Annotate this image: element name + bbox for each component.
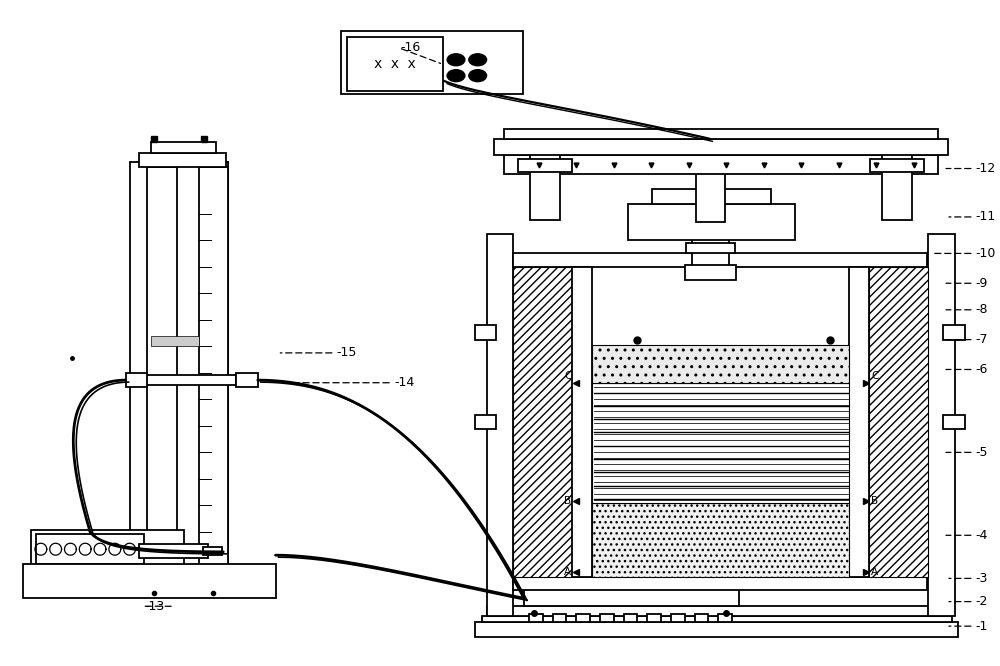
Text: A: A	[871, 567, 878, 577]
Bar	[686, 244, 735, 254]
Bar	[513, 254, 927, 266]
Bar	[592, 345, 849, 384]
Bar	[696, 172, 725, 222]
Bar	[647, 613, 661, 621]
Text: -14: -14	[394, 376, 414, 389]
Bar	[576, 613, 590, 621]
Bar	[652, 189, 706, 204]
Bar	[685, 265, 736, 280]
Text: -13: -13	[144, 600, 165, 613]
Text: -6: -6	[976, 363, 988, 376]
Bar	[695, 613, 708, 621]
Bar	[147, 167, 177, 578]
Text: B: B	[564, 496, 571, 505]
Bar	[494, 139, 948, 155]
Bar	[126, 373, 147, 388]
Bar	[553, 613, 566, 621]
Bar	[341, 31, 523, 95]
Bar	[137, 162, 216, 586]
Bar	[869, 266, 928, 577]
Bar	[504, 155, 938, 174]
Bar	[139, 153, 226, 167]
Bar	[692, 222, 729, 266]
Bar	[513, 577, 927, 590]
Bar	[716, 189, 771, 204]
Text: -9: -9	[976, 277, 988, 290]
Bar	[943, 325, 965, 340]
Bar	[475, 414, 496, 429]
Text: -1: -1	[976, 619, 988, 633]
Bar	[142, 376, 236, 385]
Bar	[487, 234, 513, 615]
Bar	[600, 613, 614, 621]
Bar	[23, 564, 276, 598]
Bar	[572, 266, 592, 577]
Text: -4: -4	[976, 529, 988, 541]
Bar	[203, 547, 222, 555]
Bar	[518, 159, 572, 172]
Text: -16: -16	[401, 41, 421, 55]
Text: -2: -2	[976, 595, 988, 608]
Bar	[31, 530, 184, 567]
Bar	[628, 204, 795, 240]
Bar	[592, 384, 849, 503]
Bar	[529, 613, 543, 621]
Text: -15: -15	[337, 346, 357, 360]
Bar	[130, 162, 228, 586]
Text: -7: -7	[976, 333, 988, 346]
Bar	[524, 580, 739, 605]
Bar	[36, 534, 144, 564]
Bar	[849, 266, 869, 577]
Bar	[139, 544, 208, 559]
Text: B: B	[871, 496, 878, 505]
Bar	[151, 336, 199, 346]
Bar	[943, 414, 965, 429]
Circle shape	[447, 70, 465, 82]
Bar	[139, 583, 226, 593]
Text: -11: -11	[976, 210, 996, 223]
Circle shape	[469, 70, 487, 82]
Text: A: A	[564, 567, 571, 577]
Text: x x x: x x x	[374, 57, 416, 71]
Text: -12: -12	[976, 162, 996, 175]
Bar	[216, 162, 228, 586]
Text: -8: -8	[976, 303, 988, 316]
Bar	[592, 503, 849, 577]
Text: -5: -5	[976, 446, 988, 459]
Bar	[928, 234, 955, 615]
Bar	[487, 605, 944, 615]
Bar	[199, 167, 228, 578]
Bar	[475, 325, 496, 340]
Bar	[718, 613, 732, 621]
Bar	[504, 129, 938, 139]
Bar	[347, 37, 443, 91]
Bar	[624, 613, 637, 621]
Bar	[671, 613, 685, 621]
Bar	[882, 149, 912, 220]
Bar	[482, 615, 952, 622]
Text: C: C	[564, 372, 571, 382]
Circle shape	[447, 54, 465, 66]
Bar	[151, 142, 216, 153]
Text: C: C	[871, 372, 879, 382]
Bar	[870, 159, 924, 172]
Circle shape	[469, 54, 487, 66]
Bar	[236, 373, 258, 388]
Text: -3: -3	[976, 572, 988, 585]
Text: -10: -10	[976, 247, 996, 260]
Bar	[530, 149, 560, 220]
Bar	[513, 266, 572, 577]
Bar	[475, 622, 958, 637]
